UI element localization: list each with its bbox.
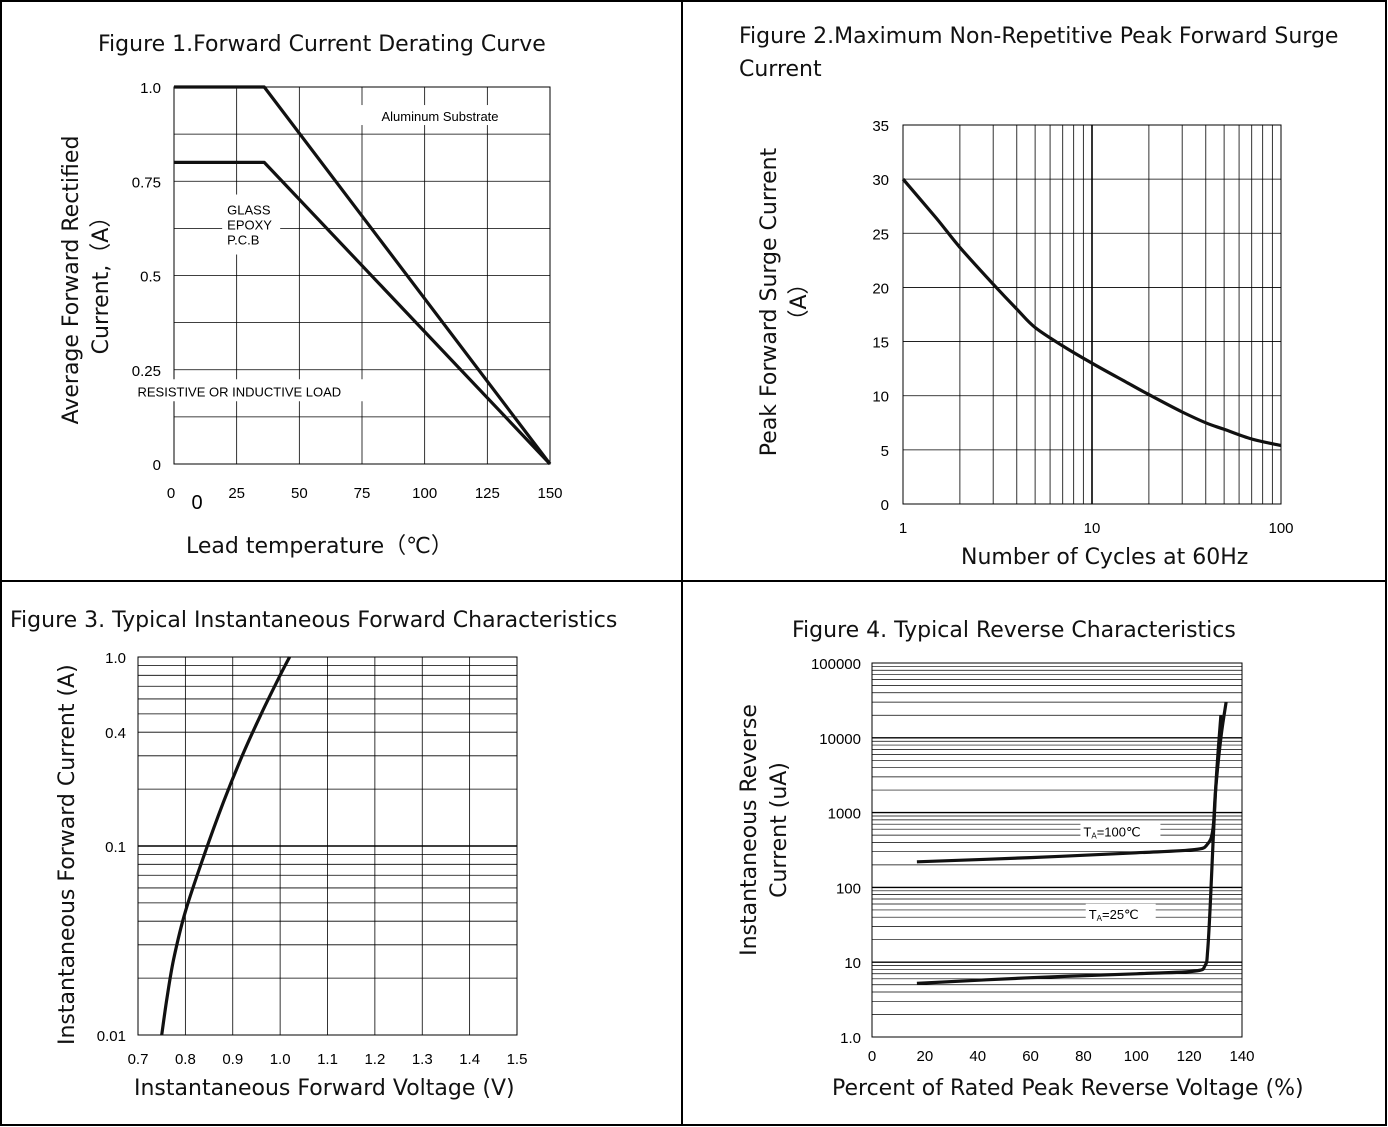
fig4-series-label: TA=25℃	[1089, 907, 1139, 923]
fig3-x-tick-label: 1.1	[317, 1051, 338, 1068]
fig2-y-tick-label: 35	[872, 118, 889, 135]
fig3-x-tick-label: 1.2	[364, 1051, 385, 1068]
fig2-x-tick-label: 10	[1084, 520, 1101, 537]
fig4-y-tick-label: 1000	[828, 806, 861, 823]
fig2-series-line	[901, 178, 1282, 448]
fig4-series-line-0	[916, 701, 1228, 864]
fig2-y-tick-label: 15	[872, 335, 889, 352]
fig1-series-line-0	[174, 85, 552, 465]
fig2-y-tick-label: 10	[872, 389, 889, 406]
fig4-x-tick-label: 0	[868, 1048, 876, 1065]
fig4-series-line-1	[916, 715, 1223, 985]
fig3-y-tick-label: 0.01	[97, 1028, 126, 1045]
fig1-label-bg	[222, 194, 281, 255]
fig3-series-line	[160, 656, 292, 1036]
fig2-y-tick-label: 25	[872, 226, 889, 243]
fig1-y-tick-label: 1.0	[140, 80, 161, 97]
fig1-y-tick-label: 0.5	[140, 269, 161, 286]
figure-3-title: Figure 3. Typical Instantaneous Forward …	[10, 608, 618, 633]
fig1-annotation: EPOXY	[227, 218, 272, 233]
fig3-x-tick-label: 1.3	[412, 1051, 433, 1068]
fig1-x-tick-label: 50	[291, 485, 308, 502]
fig3-x-tick-label: 1.5	[507, 1051, 528, 1068]
fig2-y-tick-label: 20	[872, 280, 889, 297]
fig2-x-tick-label: 1	[899, 520, 907, 537]
figure-1-title: Figure 1.Forward Current Derating Curve	[98, 32, 546, 57]
figure-2-chart: 0 5 10 15 20 25 30 35 1 10 100	[872, 118, 1293, 537]
figure-3-chart: 0.01 0.1 0.4 1.0 0.7 0.8 0.9 1.0 1.1 1.2 1.3 1.4 1.5	[97, 650, 528, 1068]
fig4-y-tick-label: 1.0	[840, 1030, 861, 1047]
figure-4-x-axis-title: Percent of Rated Peak Reverse Voltage (%…	[832, 1076, 1304, 1101]
fig1-x-tick-label: 150	[537, 485, 562, 502]
fig1-x-tick-label: 125	[475, 485, 500, 502]
fig1-y-tick-label: 0.75	[132, 174, 161, 191]
fig4-x-tick-label: 100	[1124, 1048, 1149, 1065]
fig1-x-tick-label: 25	[228, 485, 245, 502]
fig4-plot-frame	[871, 662, 1243, 1038]
fig1-annotation: RESISTIVE OR INDUCTIVE LOAD	[137, 384, 341, 399]
fig4-series-label: TA=100℃	[1083, 824, 1140, 840]
fig4-x-tick-label: 60	[1022, 1048, 1039, 1065]
fig1-label-bg	[109, 379, 368, 402]
fig1-y-tick-label: 0	[153, 457, 161, 474]
fig1-x-tick-label: 0	[167, 485, 175, 502]
fig4-y-tick-label: 100	[836, 880, 861, 897]
fig3-x-tick-label: 1.4	[459, 1051, 480, 1068]
fig1-x-tick-label: 75	[354, 485, 371, 502]
fig4-x-tick-label: 20	[917, 1048, 934, 1065]
fig2-y-tick-label: 0	[881, 497, 889, 514]
fig4-y-tick-label: 100000	[811, 656, 861, 673]
fig3-x-tick-label: 0.9	[222, 1051, 243, 1068]
figure-1-chart: 0 0.25 0.5 0.75 1.0 0 25 50 75 100 125 150 0 Aluminum…	[109, 80, 563, 514]
figure-3-x-axis-title: Instantaneous Forward Voltage (V)	[134, 1076, 515, 1101]
fig1-x-origin-label: 0	[191, 492, 202, 514]
fig1-label-bg	[361, 105, 519, 126]
figure-4-title: Figure 4. Typical Reverse Characteristic…	[792, 618, 1236, 643]
fig3-y-tick-label: 0.1	[105, 839, 126, 856]
fig1-series-line-1	[174, 160, 552, 466]
fig2-y-tick-label: 5	[881, 443, 889, 460]
fig1-annotation: P.C.B	[227, 233, 259, 248]
fig4-x-tick-label: 40	[969, 1048, 986, 1065]
fig3-y-tick-label: 1.0	[105, 650, 126, 667]
figure-2-title: Figure 2.Maximum Non-Repetitive Peak For…	[739, 24, 1339, 82]
fig1-annotation: Aluminum Substrate	[381, 109, 498, 124]
fig4-y-tick-label: 10000	[819, 731, 861, 748]
fig4-x-tick-label: 80	[1075, 1048, 1092, 1065]
fig2-y-tick-label: 30	[872, 172, 889, 189]
fig3-y-tick-label: 0.4	[105, 725, 126, 742]
fig4-label-bg	[1080, 821, 1161, 842]
fig4-x-tick-label: 120	[1177, 1048, 1202, 1065]
figure-1-x-axis-title: Lead temperature（℃）	[186, 534, 453, 559]
fig4-label-bg	[1085, 903, 1156, 924]
fig4-y-tick-label: 10	[844, 955, 861, 972]
fig2-x-tick-label: 100	[1268, 520, 1293, 537]
fig4-x-tick-label: 140	[1229, 1048, 1254, 1065]
fig1-annotation: GLASS	[227, 203, 271, 218]
fig3-x-tick-label: 1.0	[270, 1051, 291, 1068]
fig1-x-tick-label: 100	[412, 485, 437, 502]
figure-2-x-axis-title: Number of Cycles at 60Hz	[961, 545, 1249, 570]
fig1-y-tick-label: 0.25	[132, 363, 161, 380]
fig3-x-tick-label: 0.7	[128, 1051, 149, 1068]
fig3-x-tick-label: 0.8	[175, 1051, 196, 1068]
